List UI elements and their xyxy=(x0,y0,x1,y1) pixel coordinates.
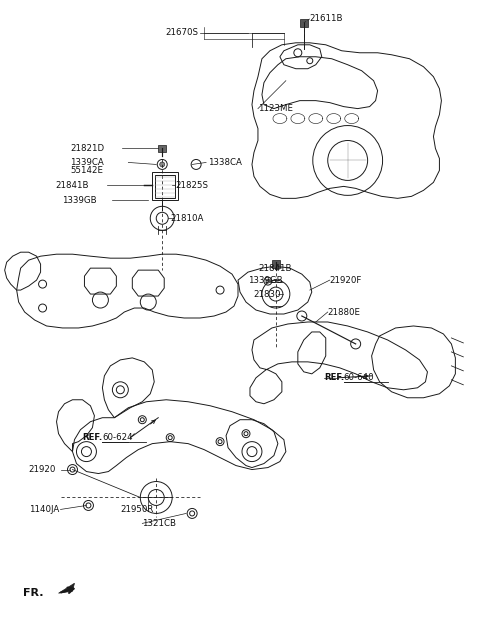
Polygon shape xyxy=(300,19,308,27)
Text: 1123ME: 1123ME xyxy=(258,104,293,113)
Text: REF.: REF. xyxy=(324,373,344,382)
Text: 21920F: 21920F xyxy=(330,276,362,285)
Polygon shape xyxy=(59,583,74,593)
Text: 21841B: 21841B xyxy=(258,264,291,273)
Text: 1321CB: 1321CB xyxy=(142,519,176,528)
Text: REF.: REF. xyxy=(83,433,103,442)
Text: 1338CA: 1338CA xyxy=(208,158,242,167)
Text: 21611B: 21611B xyxy=(310,15,343,23)
Text: 21830: 21830 xyxy=(253,290,280,299)
Text: 21670S: 21670S xyxy=(165,29,198,37)
Text: 21880E: 21880E xyxy=(328,307,361,316)
Polygon shape xyxy=(158,145,166,153)
Text: 21821D: 21821D xyxy=(71,144,105,153)
Text: 1339CA: 1339CA xyxy=(71,158,104,167)
Text: 21810A: 21810A xyxy=(170,214,204,223)
Text: 1140JA: 1140JA xyxy=(29,505,59,514)
Circle shape xyxy=(266,279,270,283)
Text: 21920: 21920 xyxy=(29,465,56,474)
Text: 21950R: 21950R xyxy=(120,505,154,514)
Text: FR.: FR. xyxy=(23,588,43,598)
Text: 60-624: 60-624 xyxy=(102,433,133,442)
Text: 1339GB: 1339GB xyxy=(248,276,283,285)
Text: 55142E: 55142E xyxy=(71,166,104,175)
Polygon shape xyxy=(272,260,280,268)
Text: 1339GB: 1339GB xyxy=(62,196,97,205)
Text: 60-640: 60-640 xyxy=(344,373,374,382)
Text: 21841B: 21841B xyxy=(56,181,89,190)
Text: 21825S: 21825S xyxy=(175,181,208,190)
Circle shape xyxy=(160,162,165,167)
